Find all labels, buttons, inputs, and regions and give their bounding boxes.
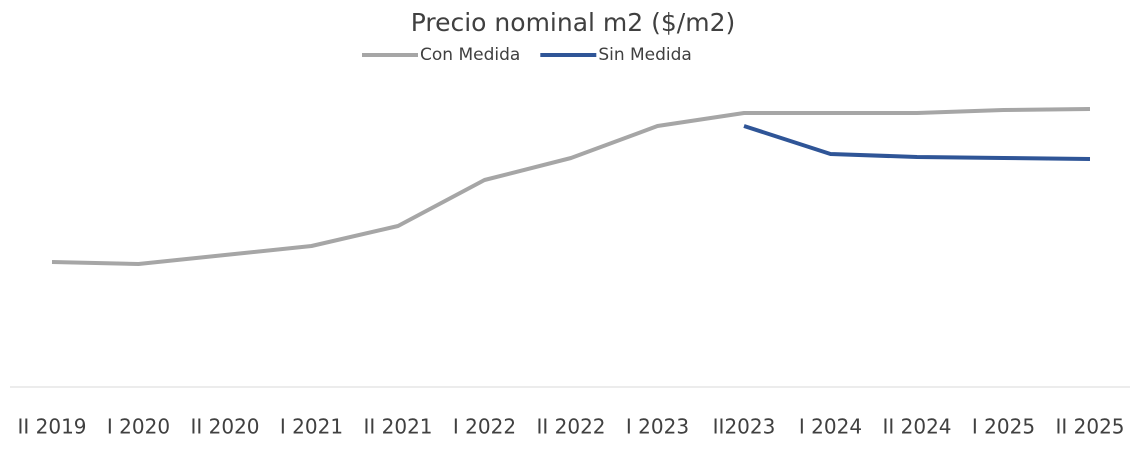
x-tick-label: I 2021 (280, 415, 343, 439)
x-tick-label: II2023 (713, 415, 776, 439)
x-tick-label: I 2025 (972, 415, 1035, 439)
chart-title: Precio nominal m2 ($/m2) (411, 8, 735, 37)
legend-label: Sin Medida (598, 45, 692, 65)
x-tick-label: II 2020 (190, 415, 259, 439)
x-tick-label: II 2021 (363, 415, 432, 439)
x-tick-label: II 2019 (17, 415, 86, 439)
x-tick-label: I 2022 (453, 415, 516, 439)
x-tick-label: II 2025 (1055, 415, 1124, 439)
series-line (51, 107, 1091, 266)
x-tick-label: I 2020 (107, 415, 170, 439)
legend-label: Con Medida (420, 45, 520, 65)
x-tick-label: II 2022 (536, 415, 605, 439)
series-line (743, 124, 1091, 161)
x-tick-label: I 2023 (626, 415, 689, 439)
x-tick-label: I 2024 (799, 415, 862, 439)
x-tick-label: II 2024 (882, 415, 951, 439)
